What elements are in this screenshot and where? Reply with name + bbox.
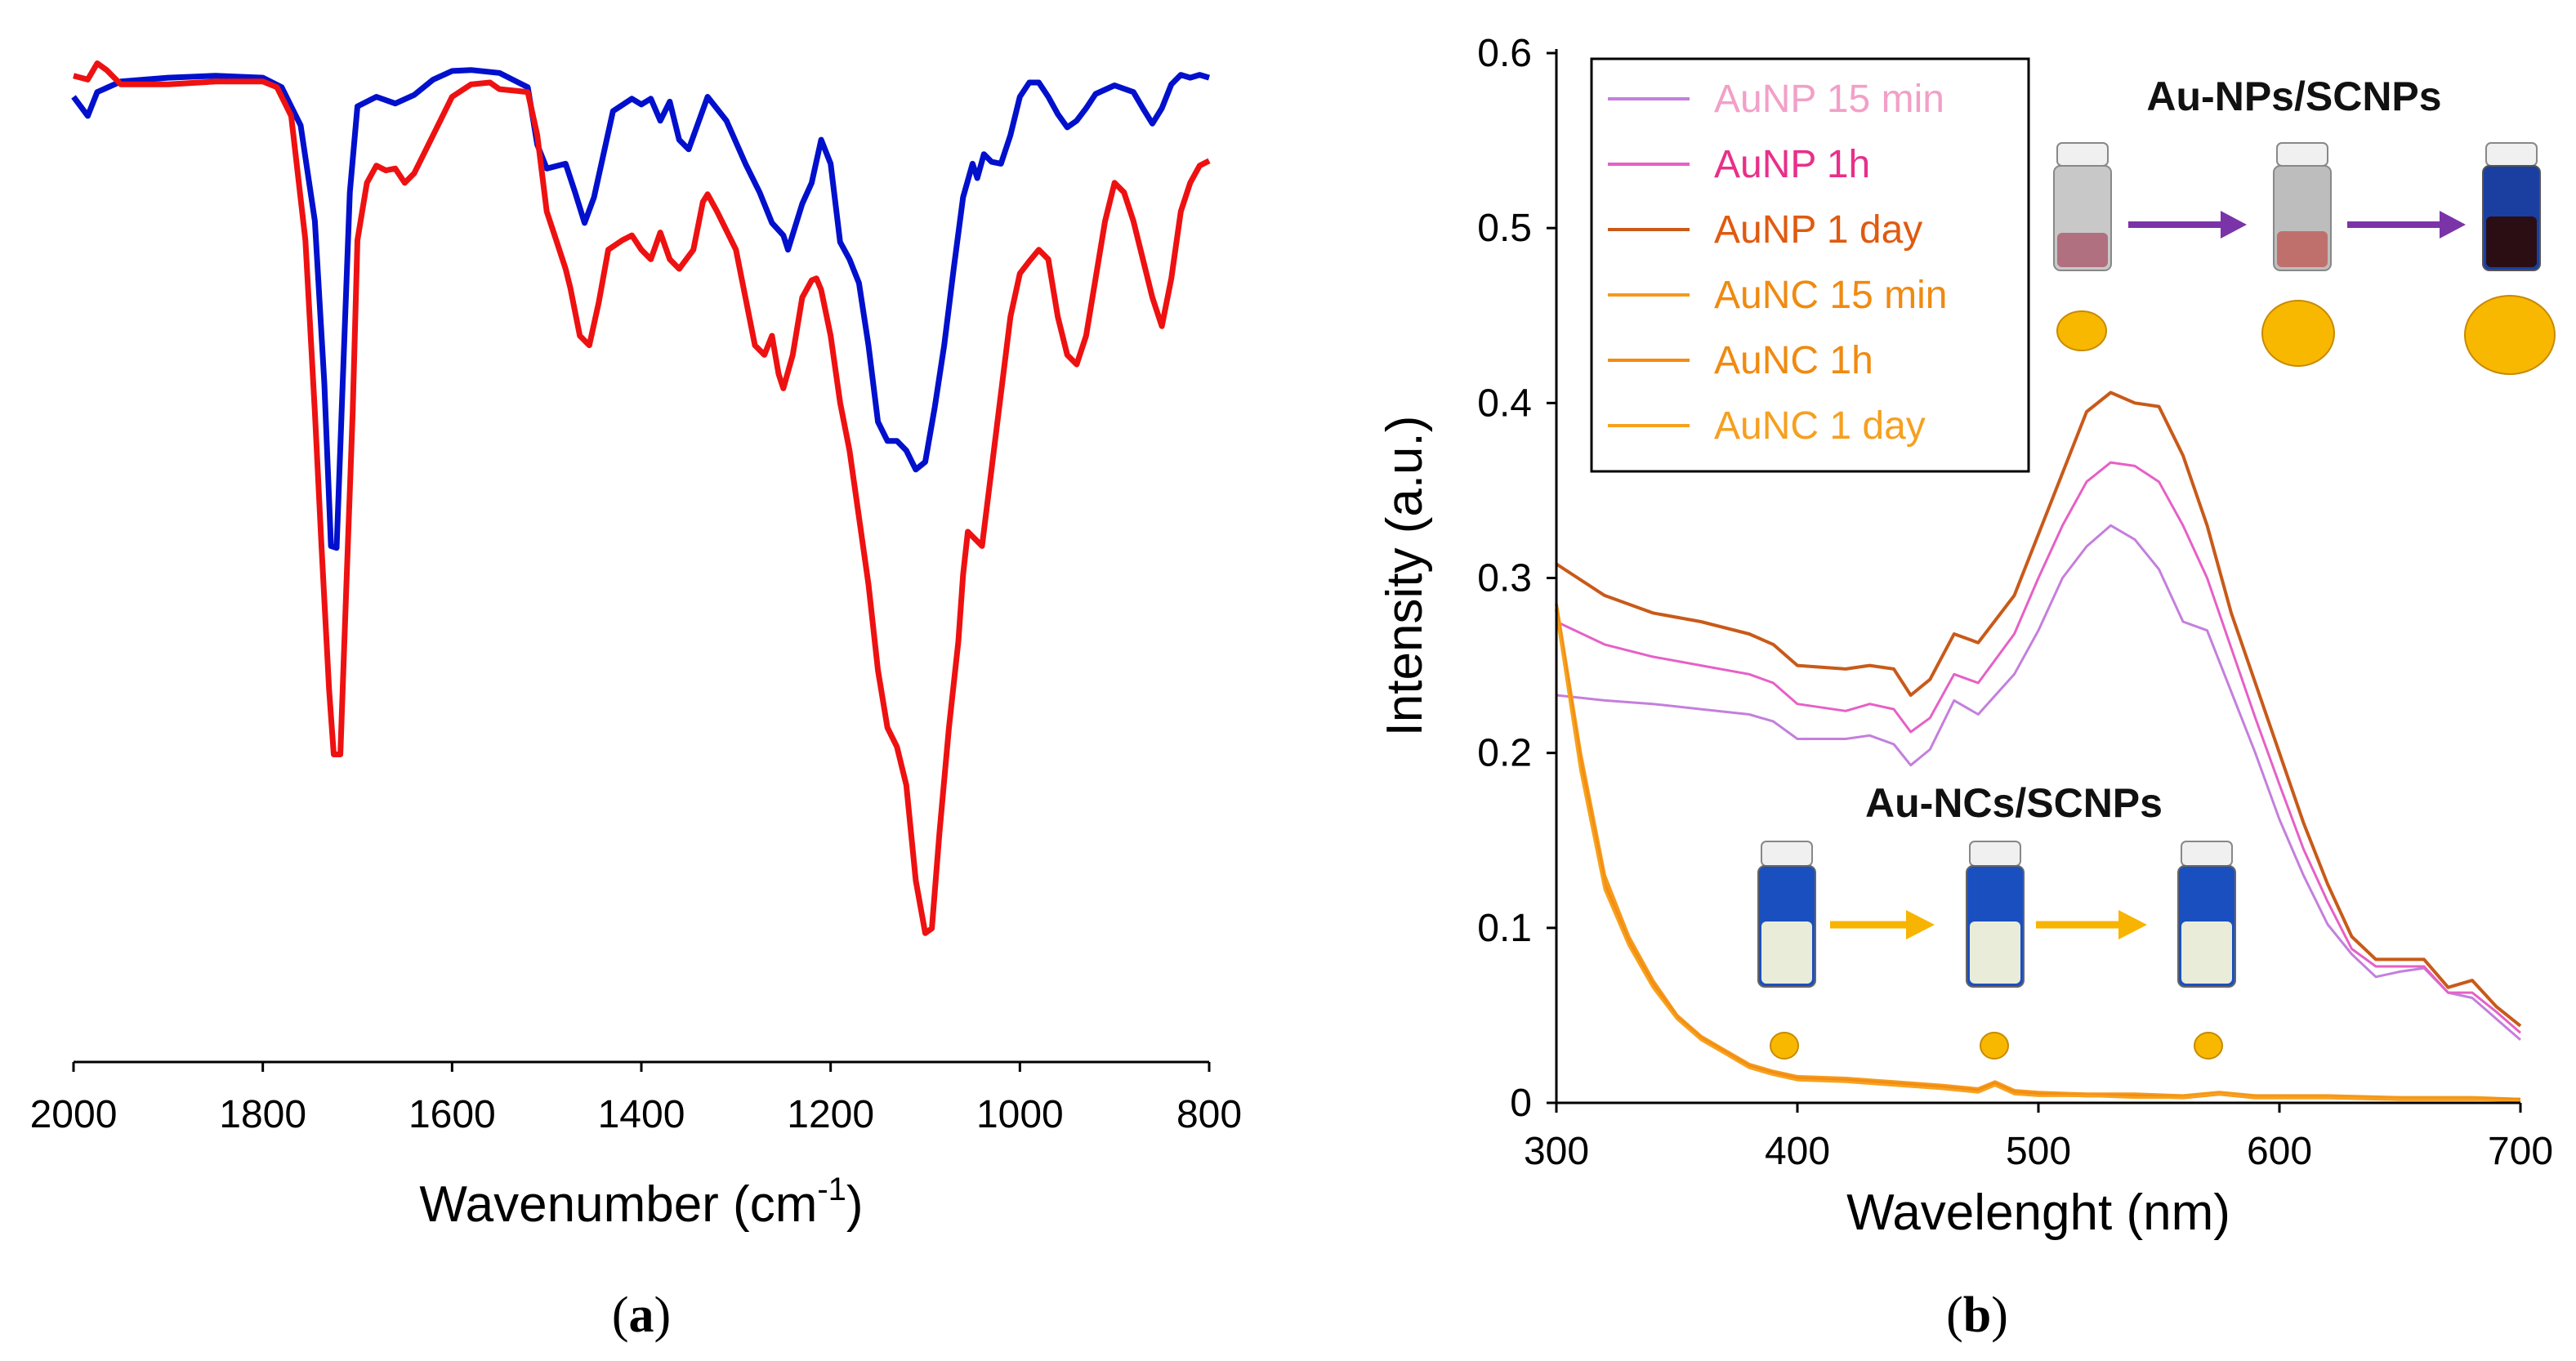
panel-b-y-ticks: 0 0.1 0.2 0.3 0.4 0.5 0.6 <box>1477 32 1556 1125</box>
y-tick-label: 0 <box>1510 1082 1532 1125</box>
size-dot-np-small <box>2056 310 2107 351</box>
vial-np-2 <box>2273 142 2332 271</box>
panel-b-x-ticks: 300 400 500 600 700 <box>1524 1103 2553 1173</box>
x-tick-label: 1000 <box>976 1093 1064 1136</box>
size-dot-nc-1 <box>1770 1032 1799 1060</box>
legend-label: AuNP 15 min <box>1714 78 1944 121</box>
vial-np-3 <box>2482 142 2541 271</box>
panel-a-x-ticks: 2000 1800 1600 1400 1200 1000 800 <box>30 1062 1242 1136</box>
arrow-nc-2 <box>2036 910 2147 939</box>
arrow-nc-1 <box>1830 910 1935 939</box>
y-tick-label: 0.5 <box>1477 207 1532 250</box>
x-tick-label: 1400 <box>598 1093 685 1136</box>
vial-nc-1 <box>1757 841 1816 988</box>
inset-au-ncs: Au-NCs/SCNPs <box>1757 780 2236 1060</box>
size-dot-np-medium <box>2261 300 2335 367</box>
x-tick-label: 1200 <box>787 1093 874 1136</box>
x-tick-label: 600 <box>2247 1130 2312 1173</box>
x-tick-label: 300 <box>1524 1130 1589 1173</box>
panel-a-series <box>71 60 1211 936</box>
legend-box <box>1590 57 2030 473</box>
arrow-np-1 <box>2128 211 2247 239</box>
y-tick-label: 0.4 <box>1477 382 1532 425</box>
size-dot-nc-3 <box>2194 1032 2223 1060</box>
panel-a-caption: (a) <box>612 1287 671 1343</box>
legend-label: AuNP 1 day <box>1714 208 1922 252</box>
legend-label: AuNP 1h <box>1714 143 1870 186</box>
inset-au-ncs-title: Au-NCs/SCNPs <box>1865 780 2163 826</box>
panel-b-y-label: Intensity (a.u.) <box>1377 416 1433 737</box>
panel-b-series <box>1555 390 2522 1103</box>
size-dot-nc-2 <box>1980 1032 2009 1060</box>
series-line <box>1555 604 2521 1101</box>
panel-b: 0 0.1 0.2 0.3 0.4 0.5 0.6 300 400 500 600 700 Inte… <box>1377 32 2556 1343</box>
series-line <box>1556 524 2521 1042</box>
x-tick-label: 1600 <box>408 1093 496 1136</box>
vial-nc-2 <box>1966 841 2025 988</box>
size-dot-np-large <box>2464 295 2556 375</box>
panel-a-x-label: Wavenumber (cm-1) <box>419 1171 863 1233</box>
series-red-line <box>73 60 1211 936</box>
x-tick-label: 700 <box>2488 1130 2553 1173</box>
x-tick-label: 500 <box>2006 1130 2071 1173</box>
y-tick-label: 0.3 <box>1477 557 1532 600</box>
y-tick-label: 0.1 <box>1477 907 1532 950</box>
series-line <box>1555 613 2521 1103</box>
inset-au-nps-title: Au-NPs/SCNPs <box>2146 74 2441 119</box>
series-line <box>1555 390 2522 1028</box>
x-tick-label: 800 <box>1176 1093 1242 1136</box>
legend-label: AuNC 15 min <box>1714 274 1947 317</box>
series-line <box>1556 461 2521 1034</box>
series-blue-line <box>71 67 1211 551</box>
legend-label: AuNC 1 day <box>1714 404 1926 448</box>
vial-nc-3 <box>2177 841 2236 988</box>
arrow-np-2 <box>2347 211 2466 239</box>
y-tick-label: 0.6 <box>1477 32 1532 75</box>
vial-np-1 <box>2053 142 2112 271</box>
x-tick-label: 1800 <box>219 1093 306 1136</box>
legend-label: AuNC 1h <box>1714 339 1873 382</box>
y-tick-label: 0.2 <box>1477 732 1532 775</box>
legend: AuNP 15 min AuNP 1h AuNP 1 day AuNC 15 min A… <box>1590 57 2030 473</box>
x-tick-label: 2000 <box>30 1093 118 1136</box>
inset-au-nps: Au-NPs/SCNPs <box>2053 74 2556 375</box>
panel-b-x-label: Wavelenght (nm) <box>1846 1185 2230 1241</box>
x-tick-label: 400 <box>1765 1130 1830 1173</box>
panel-b-caption: (b) <box>1946 1287 2008 1343</box>
